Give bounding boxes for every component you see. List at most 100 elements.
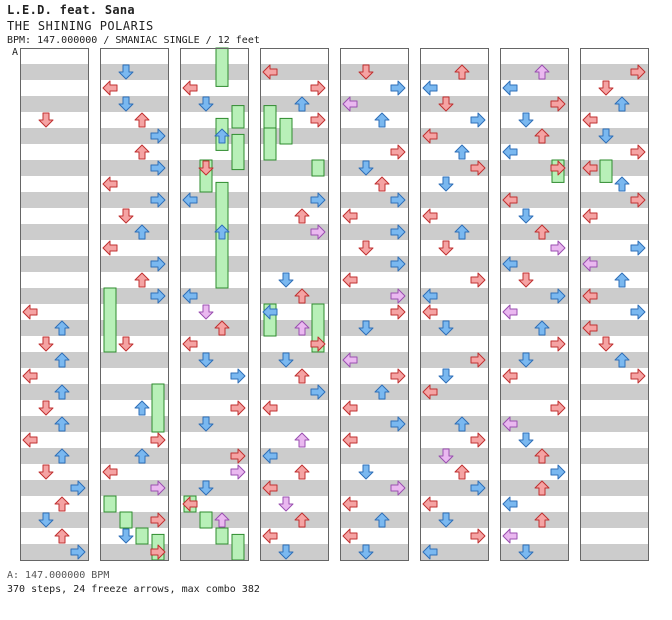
arrow-left — [582, 160, 598, 176]
beat-stripe — [180, 256, 248, 272]
arrow-right — [390, 416, 406, 432]
beat-stripe — [500, 160, 568, 176]
arrow-up — [214, 320, 230, 336]
beat-stripe — [420, 352, 488, 368]
arrow-down — [358, 320, 374, 336]
arrow-right — [310, 384, 326, 400]
arrow-right — [310, 80, 326, 96]
arrow-up — [134, 144, 150, 160]
beat-stripe — [340, 480, 408, 496]
beat-stripe — [580, 512, 648, 528]
arrow-right — [390, 144, 406, 160]
column-border — [340, 48, 409, 561]
beat-stripe — [180, 512, 248, 528]
column-border — [420, 48, 489, 561]
arrow-up — [134, 272, 150, 288]
arrow-up — [54, 384, 70, 400]
arrow-down — [198, 304, 214, 320]
beat-stripe — [420, 480, 488, 496]
arrow-up — [294, 464, 310, 480]
beat-stripe — [420, 96, 488, 112]
freeze-arrow-down — [119, 511, 133, 529]
arrow-left — [502, 416, 518, 432]
arrow-down — [358, 544, 374, 560]
arrow-up — [294, 320, 310, 336]
arrow-right — [470, 272, 486, 288]
arrow-right — [230, 464, 246, 480]
freeze-arrow-up — [215, 47, 229, 87]
arrow-up — [374, 112, 390, 128]
arrow-left — [22, 368, 38, 384]
column-border — [100, 48, 169, 561]
beat-stripe — [20, 96, 88, 112]
beat-stripe — [340, 96, 408, 112]
arrow-up — [534, 64, 550, 80]
arrow-right — [550, 288, 566, 304]
arrow-right — [150, 256, 166, 272]
beat-stripe — [260, 320, 328, 336]
arrow-left — [342, 96, 358, 112]
arrow-right — [390, 192, 406, 208]
beat-stripe — [260, 416, 328, 432]
arrow-left — [102, 80, 118, 96]
arrow-down — [518, 352, 534, 368]
beat-stripe — [20, 288, 88, 304]
beat-stripe — [100, 320, 168, 336]
freeze-arrow-down — [199, 511, 213, 529]
beat-stripe — [500, 416, 568, 432]
arrow-down — [278, 272, 294, 288]
arrow-right — [550, 336, 566, 352]
arrow-up — [134, 448, 150, 464]
arrow-right — [150, 192, 166, 208]
beat-stripe — [180, 480, 248, 496]
arrow-right — [310, 224, 326, 240]
arrow-right — [630, 368, 646, 384]
arrow-up — [294, 512, 310, 528]
beat-stripe — [20, 256, 88, 272]
beat-stripe — [260, 96, 328, 112]
beat-stripe — [100, 384, 168, 400]
arrow-left — [182, 288, 198, 304]
beat-stripe — [500, 192, 568, 208]
beat-stripe — [20, 352, 88, 368]
beat-stripe — [580, 192, 648, 208]
beat-stripe — [340, 352, 408, 368]
beat-stripe — [340, 128, 408, 144]
arrow-right — [390, 80, 406, 96]
beat-stripe — [260, 256, 328, 272]
beat-stripe — [500, 288, 568, 304]
arrow-left — [502, 368, 518, 384]
arrow-down — [518, 208, 534, 224]
beat-stripe — [100, 416, 168, 432]
arrow-right — [630, 240, 646, 256]
beat-stripe — [340, 448, 408, 464]
arrow-down — [438, 368, 454, 384]
arrow-right — [230, 448, 246, 464]
beat-stripe — [100, 160, 168, 176]
beat-stripe — [260, 64, 328, 80]
beat-stripe — [580, 352, 648, 368]
beat-stripe — [180, 416, 248, 432]
arrow-left — [582, 256, 598, 272]
beat-stripe — [420, 544, 488, 560]
arrow-left — [342, 352, 358, 368]
arrow-down — [598, 336, 614, 352]
arrow-right — [390, 368, 406, 384]
beat-stripe — [260, 224, 328, 240]
arrow-down — [198, 352, 214, 368]
arrow-up — [294, 96, 310, 112]
arrow-left — [182, 80, 198, 96]
beat-stripe — [500, 352, 568, 368]
arrow-right — [390, 288, 406, 304]
arrow-right — [550, 160, 566, 176]
beat-stripe — [180, 224, 248, 240]
freeze-arrow-down — [599, 159, 613, 183]
arrow-right — [390, 256, 406, 272]
beat-stripe — [340, 288, 408, 304]
arrow-left — [422, 128, 438, 144]
arrow-up — [214, 512, 230, 528]
freeze-arrow-up — [135, 527, 149, 545]
arrow-up — [54, 320, 70, 336]
beat-stripe — [20, 128, 88, 144]
freeze-arrow-left — [263, 105, 277, 129]
